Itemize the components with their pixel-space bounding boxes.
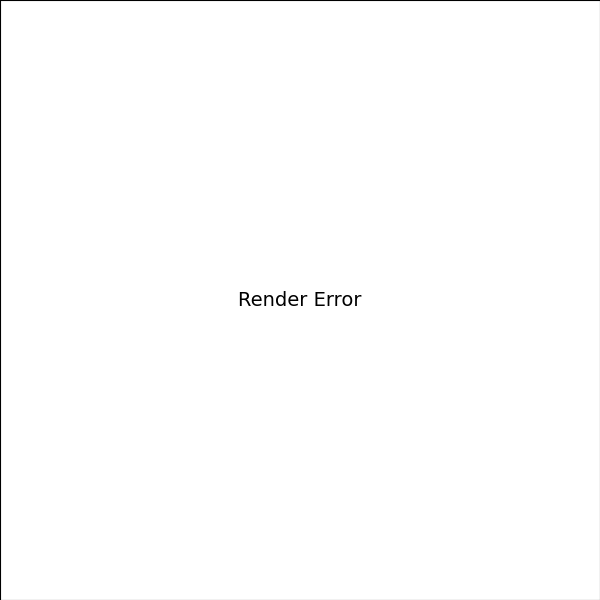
Text: Render Error: Render Error — [238, 290, 362, 310]
